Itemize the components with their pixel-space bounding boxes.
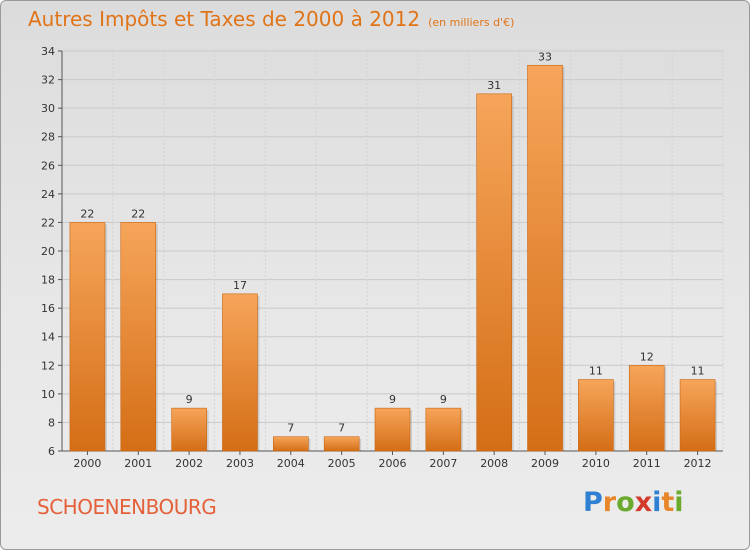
- value-label-2006: 9: [389, 393, 396, 406]
- value-label-2009: 33: [538, 50, 552, 63]
- x-tick-label-2012: 2012: [684, 457, 712, 470]
- chart-title: Autres Impôts et Taxes de 2000 à 2012 (en…: [28, 7, 514, 31]
- value-label-2010: 11: [589, 365, 603, 378]
- value-label-2011: 12: [640, 350, 654, 363]
- bar-2012: [679, 379, 716, 452]
- value-label-2007: 9: [440, 393, 447, 406]
- y-tick-label: 8: [48, 416, 55, 429]
- y-tick-label: 16: [41, 302, 55, 315]
- y-tick-label: 26: [41, 159, 55, 172]
- x-tick-label-2000: 2000: [73, 457, 101, 470]
- y-tick-label: 24: [41, 188, 55, 201]
- x-tick-label-2010: 2010: [582, 457, 610, 470]
- bar-2005: [323, 436, 360, 452]
- x-tick-label-2007: 2007: [429, 457, 457, 470]
- bar-2008: [476, 93, 512, 452]
- value-label-2002: 9: [186, 393, 193, 406]
- x-tick-label-2004: 2004: [277, 457, 305, 470]
- y-tick-label: 12: [41, 359, 55, 372]
- value-label-2004: 7: [287, 422, 294, 435]
- y-tick-label: 10: [41, 388, 55, 401]
- value-label-2000: 22: [80, 207, 94, 220]
- logo-letter: i: [652, 487, 662, 518]
- x-tick-label-2005: 2005: [328, 457, 356, 470]
- value-label-2005: 7: [338, 422, 345, 435]
- value-label-2003: 17: [233, 279, 247, 292]
- x-tick-label-2011: 2011: [633, 457, 661, 470]
- logo-letter: i: [674, 487, 684, 518]
- bar-2011: [628, 364, 665, 452]
- bar-2010: [578, 379, 614, 452]
- chart-unit: (en milliers d'€): [428, 16, 515, 29]
- x-tick-label-2006: 2006: [379, 457, 407, 470]
- bar-2001: [120, 222, 157, 452]
- y-tick-label: 32: [41, 74, 55, 87]
- commune-name: SCHOENENBOURG: [37, 495, 217, 519]
- x-tick-label-2009: 2009: [531, 457, 559, 470]
- bar-2007: [425, 407, 462, 452]
- bar-2003: [222, 293, 258, 452]
- x-tick-label-2008: 2008: [480, 457, 508, 470]
- y-tick-label: 22: [41, 216, 55, 229]
- bar-2009: [527, 64, 563, 452]
- chart-title-text: Autres Impôts et Taxes de 2000 à 2012: [28, 7, 421, 31]
- x-tick-label-2003: 2003: [226, 457, 254, 470]
- logo-letter: x: [634, 487, 653, 518]
- y-tick-label: 14: [41, 331, 55, 344]
- logo-letter: r: [602, 487, 617, 518]
- bar-2006: [374, 407, 411, 452]
- y-tick-label: 20: [41, 245, 55, 258]
- value-label-2012: 11: [691, 365, 705, 378]
- x-tick-label-2002: 2002: [175, 457, 203, 470]
- proxiti-logo: Proxiti: [583, 487, 684, 518]
- y-tick-label: 34: [41, 45, 55, 58]
- bar-2002: [171, 407, 207, 452]
- y-tick-label: 6: [48, 445, 55, 458]
- logo-letter: P: [583, 487, 603, 518]
- x-tick-label-2001: 2001: [124, 457, 152, 470]
- value-label-2001: 22: [131, 207, 145, 220]
- value-label-2008: 31: [487, 79, 501, 92]
- y-tick-label: 18: [41, 274, 55, 287]
- y-tick-label: 30: [41, 102, 55, 115]
- bar-2004: [273, 436, 309, 452]
- logo-letter: t: [661, 487, 675, 518]
- logo-letter: o: [616, 487, 635, 518]
- bar-2000: [69, 222, 106, 452]
- y-tick-label: 28: [41, 131, 55, 144]
